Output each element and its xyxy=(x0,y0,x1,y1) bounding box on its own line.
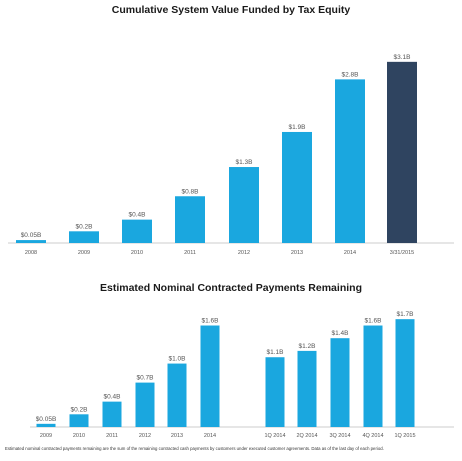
data-label-contracted-payments-10: $1.7B xyxy=(397,311,414,318)
data-label-contracted-payments-9: $1.6B xyxy=(365,318,382,325)
data-label-contracted-payments-6: $1.1B xyxy=(267,349,284,356)
data-label-tax-equity-5: $1.9B xyxy=(289,124,306,131)
tick-label-tax-equity-2: 2010 xyxy=(131,250,143,256)
tick-label-tax-equity-3: 2011 xyxy=(184,250,196,256)
data-label-tax-equity-0: $0.05B xyxy=(21,232,42,239)
bar-contracted-payments-2 xyxy=(102,401,122,427)
bar-tax-equity-5 xyxy=(282,131,312,243)
chart-contracted-payments: Estimated Nominal Contracted Payments Re… xyxy=(30,282,454,439)
data-label-contracted-payments-7: $1.2B xyxy=(299,343,316,350)
bar-tax-equity-6 xyxy=(335,79,365,243)
tick-label-tax-equity-4: 2012 xyxy=(238,250,250,256)
chart-tax-equity: Cumulative System Value Funded by Tax Eq… xyxy=(8,4,454,256)
bar-contracted-payments-3 xyxy=(135,382,155,427)
tick-label-contracted-payments-7: 2Q 2014 xyxy=(296,433,317,439)
tick-label-contracted-payments-9: 4Q 2014 xyxy=(362,433,383,439)
bar-contracted-payments-10 xyxy=(395,319,415,427)
data-label-tax-equity-2: $0.4B xyxy=(129,212,146,219)
data-label-contracted-payments-1: $0.2B xyxy=(71,406,88,413)
bar-tax-equity-7 xyxy=(387,61,417,244)
bar-contracted-payments-0 xyxy=(36,423,56,427)
bar-tax-equity-1 xyxy=(69,231,99,243)
data-label-contracted-payments-4: $1.0B xyxy=(169,356,186,363)
bar-contracted-payments-1 xyxy=(69,414,89,427)
data-label-contracted-payments-5: $1.6B xyxy=(202,318,219,325)
data-label-tax-equity-1: $0.2B xyxy=(76,223,93,230)
bar-tax-equity-4 xyxy=(229,167,259,243)
bar-tax-equity-2 xyxy=(122,219,152,244)
chart-title-tax-equity: Cumulative System Value Funded by Tax Eq… xyxy=(112,4,351,16)
tick-label-tax-equity-1: 2009 xyxy=(78,250,90,256)
data-label-tax-equity-4: $1.3B xyxy=(236,159,253,166)
data-label-contracted-payments-8: $1.4B xyxy=(332,330,349,337)
tick-label-contracted-payments-4: 2013 xyxy=(171,433,183,439)
bar-contracted-payments-4 xyxy=(167,363,187,427)
bar-contracted-payments-7 xyxy=(297,350,317,427)
tick-label-contracted-payments-8: 3Q 2014 xyxy=(329,433,350,439)
data-label-tax-equity-7: $3.1B xyxy=(394,54,411,61)
data-label-contracted-payments-0: $0.05B xyxy=(36,416,57,423)
tick-label-contracted-payments-0: 2009 xyxy=(40,433,52,439)
data-label-contracted-payments-2: $0.4B xyxy=(104,394,121,401)
bar-tax-equity-0 xyxy=(16,240,46,243)
tick-label-contracted-payments-5: 2014 xyxy=(204,433,216,439)
data-label-tax-equity-3: $0.8B xyxy=(182,188,199,195)
bar-contracted-payments-8 xyxy=(330,338,350,427)
bar-tax-equity-3 xyxy=(175,196,205,243)
tick-label-contracted-payments-1: 2010 xyxy=(73,433,85,439)
tick-label-tax-equity-6: 2014 xyxy=(344,250,356,256)
data-label-contracted-payments-3: $0.7B xyxy=(137,375,154,382)
tick-label-tax-equity-7: 3/31/2015 xyxy=(390,250,414,256)
bar-contracted-payments-9 xyxy=(363,325,383,427)
tick-label-contracted-payments-3: 2012 xyxy=(139,433,151,439)
tick-label-contracted-payments-2: 2011 xyxy=(106,433,118,439)
tick-label-contracted-payments-6: 1Q 2014 xyxy=(264,433,285,439)
tick-label-tax-equity-0: 2008 xyxy=(25,250,37,256)
bar-contracted-payments-6 xyxy=(265,357,285,427)
tick-label-tax-equity-5: 2013 xyxy=(291,250,303,256)
chart-title-contracted-payments: Estimated Nominal Contracted Payments Re… xyxy=(100,282,362,294)
data-label-tax-equity-6: $2.8B xyxy=(342,71,359,78)
bar-contracted-payments-5 xyxy=(200,325,220,427)
tick-label-contracted-payments-10: 1Q 2015 xyxy=(394,433,415,439)
footnote: Estimated nominal contracted payments re… xyxy=(5,446,384,451)
